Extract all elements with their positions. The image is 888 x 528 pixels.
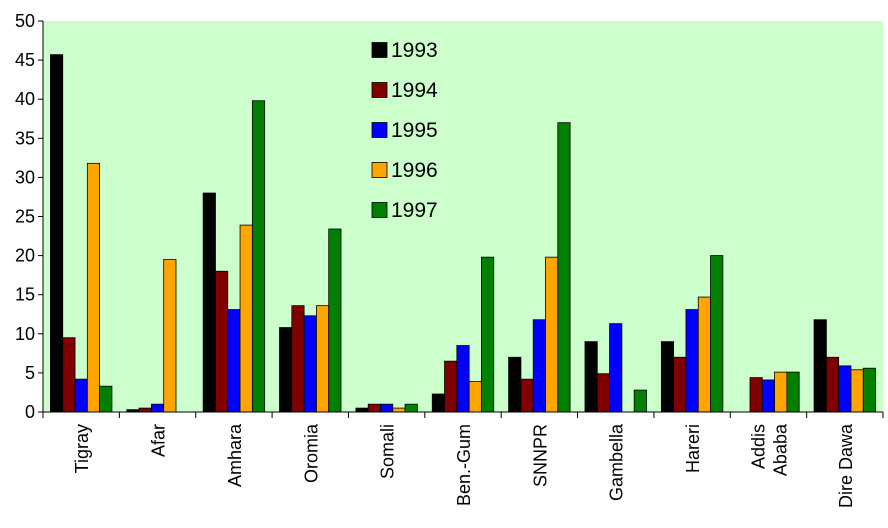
bar-1995-3 bbox=[303, 315, 317, 413]
legend-label-1995: 1995 bbox=[391, 119, 438, 142]
legend-label-1996: 1996 bbox=[391, 159, 438, 182]
category-label-1: Afar bbox=[149, 424, 169, 457]
bar-1996-10 bbox=[850, 369, 864, 413]
y-tick-label-5: 5 bbox=[25, 363, 35, 383]
legend: 1993 1994 1995 1996 1997 bbox=[371, 39, 438, 222]
category-label-2: Amhara bbox=[225, 423, 245, 487]
bar-1995-9 bbox=[761, 379, 775, 413]
category-label-9-0: Addis bbox=[748, 424, 768, 469]
bar-series-group bbox=[50, 54, 876, 413]
bar-1993-10 bbox=[813, 319, 827, 413]
bar-1997-2 bbox=[251, 100, 266, 413]
bar-1996-3 bbox=[316, 305, 330, 413]
bar-1995-5 bbox=[456, 345, 470, 413]
bar-1993-2 bbox=[202, 192, 216, 413]
y-tick-label-20: 20 bbox=[15, 246, 35, 266]
y-tick-label-0: 0 bbox=[25, 402, 35, 422]
bar-1994-5 bbox=[444, 360, 458, 413]
bar-1994-10 bbox=[825, 356, 840, 413]
bar-1993-0 bbox=[50, 54, 64, 413]
axes-group: 0 5 10 15 20 25 30 35 40 45 50 Tigray Afar Amhara Orom… bbox=[15, 11, 884, 508]
y-tick-label-50: 50 bbox=[15, 11, 35, 31]
category-label-3: Oromia bbox=[301, 423, 321, 483]
legend-label-1993: 1993 bbox=[391, 39, 438, 62]
bar-1996-0 bbox=[86, 162, 101, 413]
bar-1996-6 bbox=[545, 256, 559, 413]
bar-1995-10 bbox=[838, 365, 852, 413]
bar-1993-8 bbox=[660, 341, 675, 413]
bar-1997-6 bbox=[557, 122, 571, 413]
bar-1995-1 bbox=[150, 403, 165, 413]
bar-1994-8 bbox=[673, 356, 687, 413]
bar-1997-7 bbox=[633, 389, 647, 413]
bar-1997-3 bbox=[328, 228, 342, 413]
bar-1995-6 bbox=[532, 319, 546, 413]
bar-1994-2 bbox=[215, 270, 229, 413]
bar-1995-4 bbox=[380, 403, 394, 413]
y-tick-label-45: 45 bbox=[15, 50, 35, 70]
legend-swatch-1994 bbox=[371, 82, 388, 98]
legend-label-1997: 1997 bbox=[391, 199, 438, 222]
category-label-9-1: Ababa bbox=[770, 423, 790, 476]
y-tick-label-10: 10 bbox=[15, 324, 35, 344]
y-tick-label-15: 15 bbox=[15, 285, 35, 305]
bar-1997-4 bbox=[404, 403, 418, 413]
bar-1993-5 bbox=[431, 393, 445, 413]
bar-1995-8 bbox=[685, 309, 699, 413]
bar-1994-0 bbox=[62, 337, 76, 413]
y-tick-label-30: 30 bbox=[15, 167, 35, 187]
bar-1994-4 bbox=[367, 403, 381, 413]
bar-1996-5 bbox=[468, 381, 482, 413]
bar-1995-0 bbox=[74, 378, 88, 413]
category-label-7: Gambella bbox=[607, 423, 627, 501]
bar-1996-9 bbox=[774, 371, 788, 413]
bar-1996-4 bbox=[392, 407, 406, 413]
category-label-4: Somali bbox=[378, 424, 398, 479]
bar-1994-3 bbox=[291, 305, 305, 413]
bar-1993-4 bbox=[355, 407, 369, 413]
legend-swatch-1995 bbox=[371, 122, 388, 138]
bar-1995-2 bbox=[227, 309, 241, 413]
bar-1993-7 bbox=[584, 341, 598, 413]
y-tick-label-35: 35 bbox=[15, 128, 35, 148]
y-tick-label-40: 40 bbox=[15, 89, 35, 109]
bar-1995-7 bbox=[609, 323, 623, 413]
category-label-0: Tigray bbox=[72, 424, 92, 473]
bar-1997-5 bbox=[481, 256, 495, 413]
y-tick-label-25: 25 bbox=[15, 207, 35, 227]
bar-1994-9 bbox=[749, 377, 763, 413]
bar-1994-7 bbox=[596, 373, 610, 413]
category-label-5: Ben.-Gum bbox=[454, 424, 474, 506]
bar-1997-8 bbox=[710, 255, 724, 413]
bar-1996-2 bbox=[239, 224, 253, 413]
bar-1996-1 bbox=[163, 259, 177, 413]
legend-swatch-1997 bbox=[371, 202, 388, 218]
bar-1994-1 bbox=[138, 407, 152, 413]
bar-1997-0 bbox=[99, 385, 113, 413]
bar-1994-6 bbox=[520, 378, 534, 413]
category-label-8: Hareri bbox=[683, 424, 703, 473]
legend-swatch-1996 bbox=[371, 162, 388, 178]
legend-swatch-1993 bbox=[371, 42, 388, 58]
bar-1993-6 bbox=[508, 356, 522, 413]
bar-1993-3 bbox=[279, 327, 293, 413]
bar-1996-8 bbox=[697, 296, 711, 413]
bar-1997-10 bbox=[862, 367, 876, 413]
category-label-6: SNNPR bbox=[530, 424, 550, 487]
category-label-10: Dire Dawa bbox=[836, 423, 856, 508]
legend-label-1994: 1994 bbox=[391, 79, 438, 102]
bar-1997-9 bbox=[786, 371, 800, 413]
